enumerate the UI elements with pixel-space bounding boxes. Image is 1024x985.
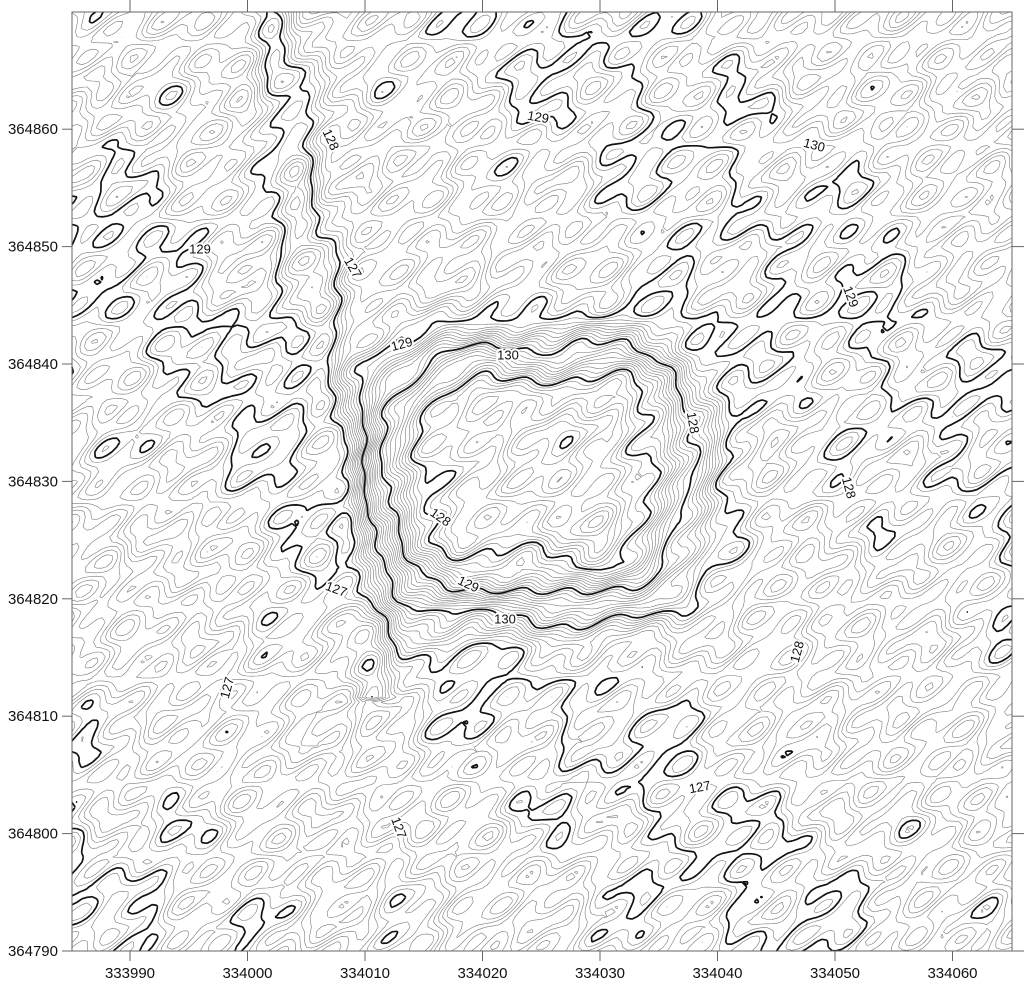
minor-contour xyxy=(404,364,670,577)
major-contour-130 xyxy=(409,368,663,571)
minor-contour xyxy=(71,11,1008,952)
x-tick-label: 334060 xyxy=(927,965,977,982)
contour-label: 128 xyxy=(839,475,859,500)
minor-contour xyxy=(377,11,981,598)
minor-contour xyxy=(146,11,1013,909)
contour-label: 127 xyxy=(217,675,237,700)
minor-contour xyxy=(407,366,666,574)
minor-contour xyxy=(398,359,677,582)
minor-contour xyxy=(362,11,1013,659)
minor-contour xyxy=(373,11,1013,603)
y-tick-label: 364850 xyxy=(8,239,58,256)
minor-contour xyxy=(160,11,1013,834)
minor-contour xyxy=(151,11,1013,844)
minor-contour xyxy=(551,430,581,483)
y-tick-label: 364830 xyxy=(8,473,58,490)
minor-contour xyxy=(71,11,1013,951)
minor-contour xyxy=(395,355,681,584)
contour-label: 130 xyxy=(497,347,519,362)
minor-contour xyxy=(385,344,694,591)
major-contour-129 xyxy=(378,337,702,596)
major-contour-126 xyxy=(71,658,407,952)
minor-contour xyxy=(414,371,656,568)
minor-contour xyxy=(501,413,609,533)
x-tick-label: 334050 xyxy=(810,965,860,982)
minor-contour xyxy=(71,161,722,952)
minor-contour xyxy=(71,654,416,952)
y-tick-label: 364810 xyxy=(8,708,58,725)
contour-lines xyxy=(71,11,1013,952)
y-tick-label: 364840 xyxy=(8,356,58,373)
minor-contour xyxy=(367,11,1013,619)
minor-contour xyxy=(494,406,614,537)
minor-contour xyxy=(71,23,853,952)
minor-contour xyxy=(471,395,619,554)
y-tick-label: 364790 xyxy=(8,943,58,960)
minor-contour xyxy=(71,165,714,952)
minor-contour xyxy=(71,835,130,952)
x-tick-label: 334000 xyxy=(222,965,272,982)
minor-contour xyxy=(364,11,1013,624)
minor-contour xyxy=(416,374,636,565)
minor-contour xyxy=(371,11,1013,607)
minor-contour xyxy=(71,256,575,952)
axes: 333990 334000 334010 334020 334030 334040 3340… xyxy=(8,0,1024,982)
minor-contour xyxy=(71,18,991,952)
contour-label: 127 xyxy=(688,778,712,797)
major-contour-127 xyxy=(71,11,1000,952)
map-frame xyxy=(71,11,1013,952)
contour-label: 128 xyxy=(787,639,807,664)
contour-label: 128 xyxy=(684,411,703,435)
minor-contour xyxy=(71,514,534,952)
minor-contour xyxy=(71,736,259,952)
y-tick-label: 364860 xyxy=(8,121,58,138)
major-contour-131 xyxy=(558,435,574,450)
minor-contour xyxy=(401,362,673,580)
x-tick-label: 334040 xyxy=(692,965,742,982)
minor-contour xyxy=(71,11,1004,952)
minor-contour xyxy=(71,11,1013,946)
minor-contour xyxy=(83,11,1013,940)
minor-contour xyxy=(450,390,624,559)
x-tick-label: 334030 xyxy=(575,965,625,982)
contour-label: 129 xyxy=(189,241,211,256)
minor-contour xyxy=(71,80,727,952)
minor-contour xyxy=(308,11,1013,668)
x-tick-label: 334020 xyxy=(457,965,507,982)
major-contour-128 xyxy=(353,11,1013,664)
y-tick-label: 364820 xyxy=(8,591,58,608)
minor-contour xyxy=(366,11,1013,622)
contour-label: 127 xyxy=(388,815,410,841)
contour-label: 128 xyxy=(320,127,343,153)
contour-label: 130 xyxy=(494,611,516,626)
minor-contour xyxy=(389,347,690,589)
minor-contour xyxy=(382,341,698,593)
x-tick-label: 333990 xyxy=(105,965,155,982)
contour-label: 127 xyxy=(324,578,350,600)
minor-contour xyxy=(375,11,1011,600)
contour-label: 129 xyxy=(526,108,550,127)
minor-contour xyxy=(392,351,685,586)
minor-contour xyxy=(506,420,604,529)
contour-label: 129 xyxy=(389,334,414,354)
y-tick-label: 364800 xyxy=(8,826,58,843)
minor-contour xyxy=(421,377,629,563)
x-tick-label: 334010 xyxy=(340,965,390,982)
minor-contour xyxy=(99,928,121,946)
minor-contour xyxy=(369,11,1013,614)
